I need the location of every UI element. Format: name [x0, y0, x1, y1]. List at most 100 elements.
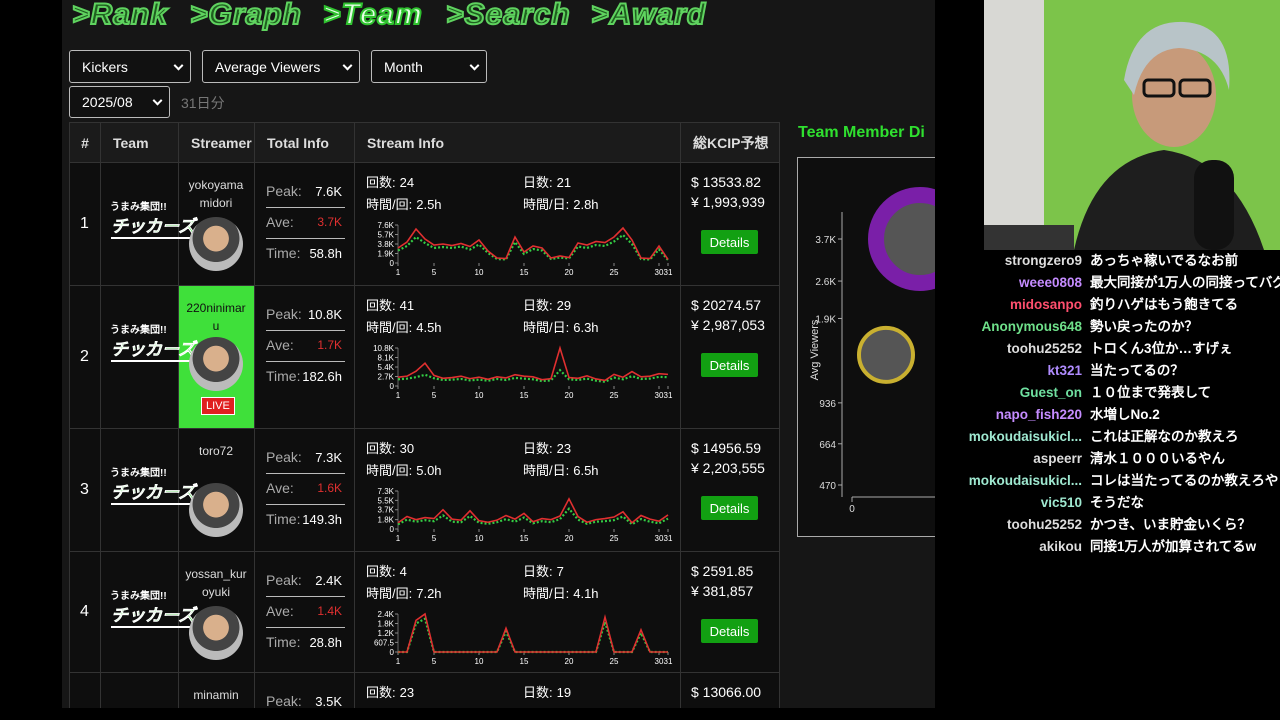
table-cell: [100, 162, 179, 286]
x-tick-label: 25: [610, 534, 619, 543]
peak-line: [398, 612, 668, 653]
streamer-name: 220ninimaru: [186, 301, 246, 333]
total-value: 28.8h: [309, 635, 342, 650]
table-cell: [354, 162, 681, 286]
chat-user: mokoudaisukicl...: [968, 473, 1082, 488]
stream-stat: 日数: 7: [523, 561, 564, 580]
kcip-estimate: ¥ 2,987,053: [691, 317, 765, 333]
details-button[interactable]: Details: [701, 230, 758, 254]
chat-user: Guest_on: [1019, 385, 1082, 400]
total-label: Ave:: [266, 337, 294, 353]
chair: [984, 225, 1074, 250]
x-tick-label: 1: [396, 391, 401, 400]
x-tick-label: 30: [655, 391, 664, 400]
stream-stat: 日数: 23: [523, 438, 571, 457]
total-label: Peak:: [266, 306, 302, 322]
avg-line: [397, 506, 669, 526]
header-label: Stream Info: [367, 134, 445, 151]
avg-line: [397, 233, 669, 261]
y-tick-label: 936: [819, 399, 836, 410]
y-tick-label: 7.3K: [378, 487, 395, 496]
chat-text: 勢い戻ったのか？: [1090, 319, 1198, 334]
hair: [1124, 21, 1230, 95]
y-tick-label: 1.9K: [815, 314, 836, 325]
stat-label: 時間/回:: [366, 197, 413, 212]
stat-label: 回数:: [366, 564, 396, 579]
chat-text: 当たってるの？: [1090, 363, 1184, 378]
chat-text: これは正解なのか教えろ: [1090, 429, 1239, 444]
stat-value: 29: [556, 298, 572, 313]
avatar: [189, 483, 243, 537]
chat-message: mokoudaisukicl... これは正解なのか教えろ: [940, 426, 1280, 448]
chat-message: strongzero9 あっちゃ稼いでるなお前: [940, 250, 1280, 272]
chat-text: 同接1万人が加算されてるw: [1090, 539, 1257, 554]
total-value: 182.6h: [302, 369, 342, 384]
table-cell: [69, 672, 101, 708]
y-tick-label: 1.9K: [378, 250, 395, 259]
chat-message: napo_fish220 水増しNo.2: [940, 404, 1280, 426]
dropdown[interactable]: Month: [371, 50, 487, 83]
separator: [266, 361, 345, 362]
stream-stat: 回数: 30: [366, 438, 414, 457]
x-tick-label: 30: [655, 534, 664, 543]
separator: [266, 330, 345, 331]
stat-value: 24: [399, 175, 415, 190]
total-value: 3.5K: [315, 694, 342, 708]
chat-message: aspeerr 清水１０００いるやん: [940, 448, 1280, 470]
team-logo-top: うまみ集団!!: [110, 468, 167, 479]
glasses: [1142, 78, 1176, 98]
details-button[interactable]: Details: [701, 496, 758, 520]
chat-user: akikou: [1039, 539, 1082, 554]
peak-line: [397, 345, 669, 382]
x-tick-label: 20: [565, 534, 574, 543]
nav-tab[interactable]: >Award: [590, 0, 707, 32]
stat-value: 41: [399, 298, 415, 313]
table-cell: [254, 428, 355, 552]
dropdown[interactable]: Average Viewers: [202, 50, 360, 83]
table-cell: [178, 672, 255, 708]
table-cell: [100, 672, 179, 708]
stat-value: 5.0h: [416, 463, 442, 478]
chat-message: vic510 そうだな: [940, 492, 1280, 514]
nav-tab[interactable]: >Rank: [71, 0, 168, 32]
stream-stat: 時間/回: 5.0h: [366, 460, 442, 479]
details-button[interactable]: Details: [701, 353, 758, 377]
x-tick-label: 10: [475, 657, 484, 666]
stat-value: 4: [399, 564, 407, 579]
stat-value: 6.5h: [573, 463, 599, 478]
total-label: Peak:: [266, 572, 302, 588]
stat-label: 時間/回:: [366, 320, 413, 335]
x-tick-label: 5: [432, 268, 437, 277]
details-button[interactable]: Details: [701, 619, 758, 643]
header-label: Team: [113, 134, 149, 151]
stat-label: 日数:: [523, 298, 553, 313]
table-cell: [100, 285, 179, 429]
chat-text: そうだな: [1090, 495, 1144, 510]
team-logo: チッカーズ: [111, 335, 195, 362]
chat-user: napo_fish220: [995, 407, 1082, 422]
dropdown[interactable]: Kickers: [69, 50, 191, 83]
total-label: Peak:: [266, 449, 302, 465]
header-label: 総KCIP予想: [693, 134, 769, 151]
stat-value: 23: [556, 441, 572, 456]
avatar: [189, 217, 243, 271]
nav-tab[interactable]: >Graph: [189, 0, 302, 32]
dropdown[interactable]: 2025/08: [69, 86, 170, 118]
y-tick-label: 2.7K: [378, 373, 395, 382]
y-tick-label: 1.8K: [378, 620, 395, 629]
stat-value: 4.1h: [573, 586, 599, 601]
nav-tab[interactable]: >Team: [322, 0, 423, 32]
y-tick-label: 1.2K: [378, 629, 395, 638]
nav-tab[interactable]: >Search: [445, 0, 571, 32]
x-tick-label: 31: [664, 268, 673, 277]
y-tick-label: 0: [390, 382, 395, 391]
table-cell: [254, 285, 355, 429]
total-value: 7.3K: [315, 450, 342, 465]
stat-value: 6.3h: [573, 320, 599, 335]
y-tick-label: 3.7K: [815, 235, 836, 246]
chat-user: midosanpo: [1009, 297, 1082, 312]
table-cell: [100, 551, 179, 673]
stat-label: 回数:: [366, 685, 396, 700]
peak-line: [397, 497, 669, 524]
